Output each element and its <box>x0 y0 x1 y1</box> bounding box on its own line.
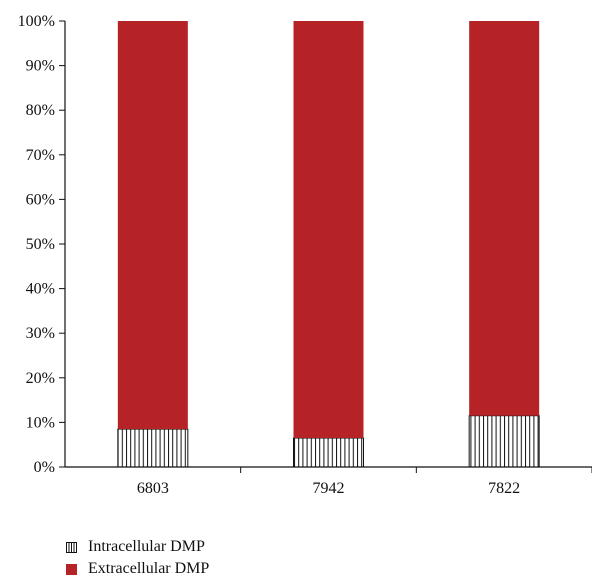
y-tick-label-70pct: 70% <box>26 147 55 164</box>
bar-intracellular-7942 <box>293 437 364 468</box>
bar-intracellular-7822 <box>468 415 540 468</box>
y-tick-label-10pct: 10% <box>26 414 55 431</box>
bar-extracellular-7942 <box>293 21 364 439</box>
y-tick-label-100pct: 100% <box>18 13 55 30</box>
y-tick-label-90pct: 90% <box>26 58 55 75</box>
bar-extracellular-7822 <box>469 21 540 416</box>
bar-intracellular-6803 <box>117 428 189 468</box>
y-tick-label-0pct: 0% <box>34 459 55 476</box>
legend-item-extracellular: Extracellular DMP <box>66 558 209 580</box>
legend-label-extracellular: Extracellular DMP <box>88 560 210 577</box>
y-tick-label-80pct: 80% <box>26 102 55 119</box>
y-tick-label-60pct: 60% <box>26 191 55 208</box>
bars-group <box>117 21 540 468</box>
hatched-swatch-icon <box>66 541 77 553</box>
solid-red-swatch-icon <box>66 563 77 575</box>
legend-item-intracellular: Intracellular DMP <box>66 536 209 558</box>
bar-extracellular-6803 <box>117 21 188 430</box>
legend-label-intracellular: Intracellular DMP <box>88 538 205 555</box>
y-tick-label-30pct: 30% <box>26 325 55 342</box>
x-tick-label-6803: 6803 <box>137 480 169 497</box>
y-tick-label-40pct: 40% <box>26 281 55 298</box>
legend: Intracellular DMP Extracellular DMP <box>66 536 209 580</box>
y-tick-label-50pct: 50% <box>26 236 55 253</box>
x-axis-ticks: 6803 7942 7822 <box>137 467 592 497</box>
y-axis-ticks: 0% 10% 20% 30% 40% 50% 60% 70% 80% 90% 100% <box>18 13 65 476</box>
x-tick-label-7822: 7822 <box>488 480 520 497</box>
y-tick-label-20pct: 20% <box>26 370 55 387</box>
x-tick-label-7942: 7942 <box>313 480 345 497</box>
